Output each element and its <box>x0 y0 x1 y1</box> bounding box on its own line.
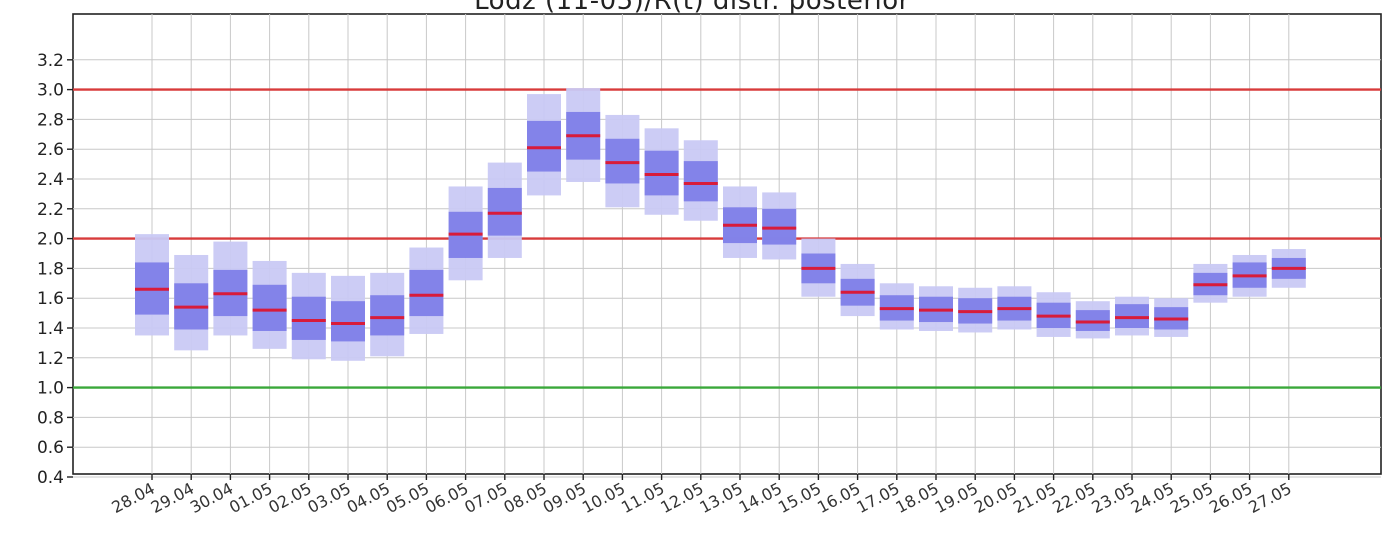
y-tick-label: 0.4 <box>37 468 64 488</box>
inner-band <box>291 296 326 340</box>
y-tick-label: 3.0 <box>37 81 64 101</box>
y-tick-label: 2.0 <box>37 230 64 250</box>
chart-title: Lodz (11-05)/R(t) distr. posterior <box>474 0 910 16</box>
y-tick-label: 0.8 <box>37 408 64 428</box>
y-axis-ticks: 0.4 0.6 0.8 1.0 1.2 1.4 1.6 1.8 2.0 2.2 2.4 2.6 2.8 3… <box>37 51 73 488</box>
inner-band <box>370 295 405 336</box>
y-tick-label: 1.4 <box>37 319 64 339</box>
y-tick-label: 1.6 <box>37 289 64 309</box>
x-tick-label: 27.05 <box>1245 479 1294 517</box>
boxes <box>135 88 1306 361</box>
y-tick-label: 2.4 <box>37 170 64 190</box>
y-tick-label: 1.2 <box>37 349 64 369</box>
y-tick-label: 2.8 <box>37 110 64 130</box>
y-tick-label: 2.6 <box>37 140 64 160</box>
y-tick-label: 2.2 <box>37 200 64 220</box>
plot-frame <box>72 13 1382 475</box>
inner-band <box>252 284 287 331</box>
inner-band <box>683 161 718 202</box>
inner-band <box>331 301 365 342</box>
y-tick-label: 0.6 <box>37 438 64 458</box>
y-tick-label: 1.0 <box>37 379 64 399</box>
y-tick-label: 1.8 <box>37 259 64 279</box>
inner-band <box>409 269 444 317</box>
x-axis-ticks: 28.0429.0430.0401.0502.0503.0504.0505.05… <box>109 474 1295 517</box>
y-tick-label: 3.2 <box>37 51 64 71</box>
